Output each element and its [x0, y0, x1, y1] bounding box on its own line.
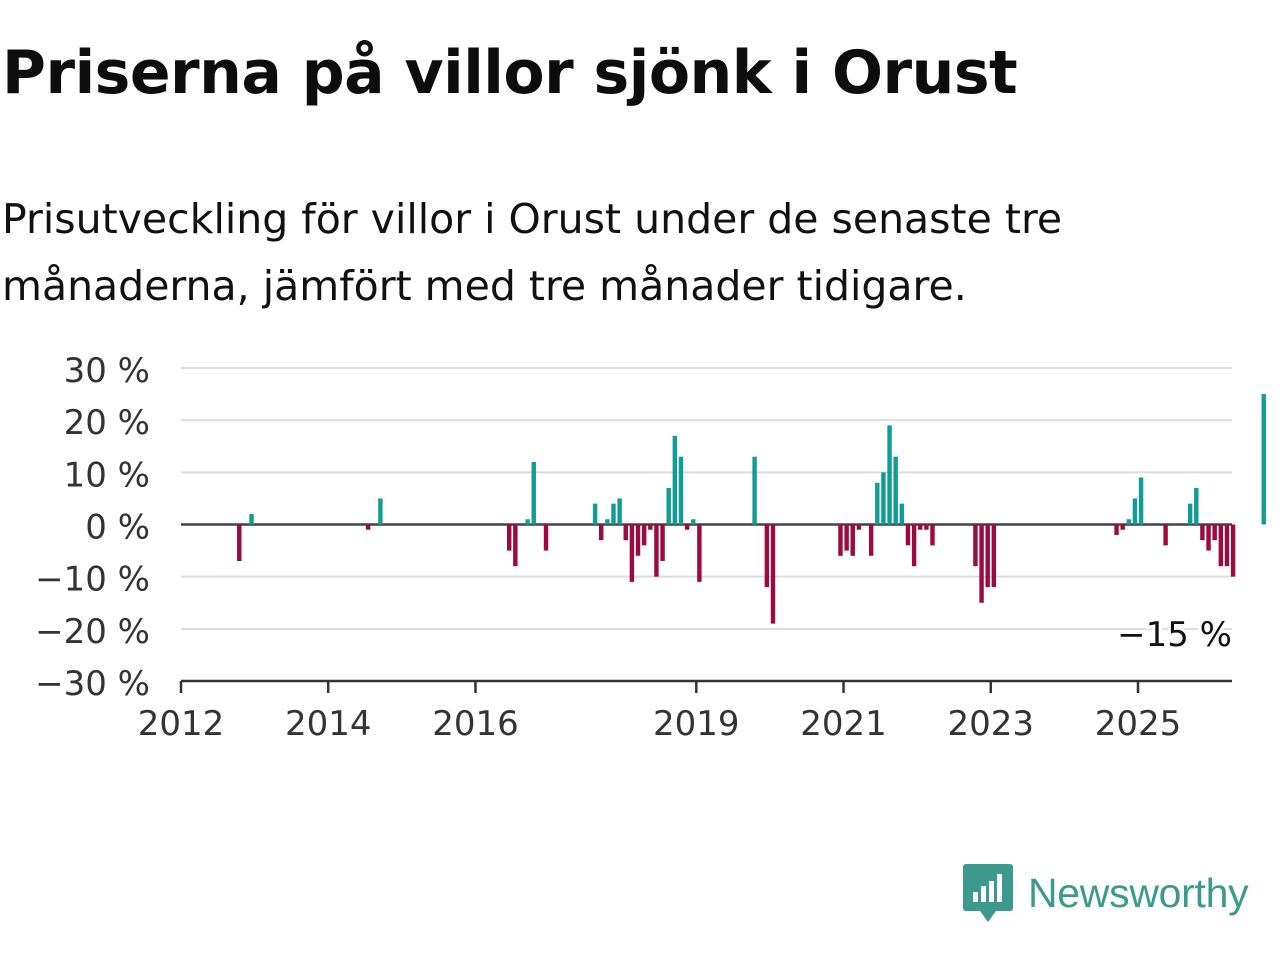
bar	[605, 519, 610, 525]
x-tick-label: 2025	[1095, 704, 1182, 744]
bar	[672, 435, 678, 525]
bar	[838, 524, 843, 556]
bar	[1132, 498, 1138, 525]
bar	[697, 524, 702, 582]
newsworthy-logo-icon	[963, 864, 1013, 922]
bar	[893, 456, 898, 525]
bar	[365, 524, 371, 530]
bar	[991, 524, 997, 588]
x-tick-label: 2023	[948, 704, 1035, 744]
bar	[868, 524, 874, 556]
bar	[764, 524, 770, 588]
last-value-label: −15 %	[1117, 615, 1232, 655]
bar	[599, 524, 604, 541]
y-tick-label: 0 %	[85, 508, 150, 548]
x-tick-label: 2014	[285, 704, 372, 744]
bar	[684, 524, 690, 530]
bar	[237, 524, 242, 562]
bar	[1138, 477, 1144, 525]
y-axis-labels: 30 % 20 % 10 % 0 % −10 % −20 % −30 %	[35, 351, 150, 704]
bar	[770, 524, 776, 624]
bar	[881, 472, 886, 525]
bar	[875, 482, 880, 525]
bar	[1163, 524, 1168, 546]
bar	[635, 524, 641, 556]
bar	[1218, 524, 1224, 567]
gridlines	[181, 367, 1232, 630]
bar	[525, 519, 530, 525]
bar	[506, 524, 512, 551]
bar	[543, 524, 549, 551]
bar	[985, 524, 990, 588]
bar	[513, 524, 518, 567]
y-tick-label: −20 %	[35, 612, 150, 652]
bar-chart: 30 %20 %10 %0 %−10 %−20 %−30 % 2012 2014 2…	[35, 351, 1266, 744]
x-tick-label: 2021	[800, 704, 887, 744]
y-tick-label: 20 %	[64, 403, 150, 443]
bar	[856, 524, 862, 530]
bar	[1224, 524, 1230, 567]
bar	[531, 461, 536, 525]
y-tick-label: −10 %	[35, 560, 150, 600]
bar	[629, 524, 635, 582]
bar	[623, 524, 628, 541]
bar	[924, 524, 929, 530]
bar	[1187, 503, 1193, 525]
bar	[1212, 524, 1217, 541]
bar	[1261, 394, 1266, 525]
bar	[1126, 519, 1132, 525]
bar	[1206, 524, 1211, 551]
bar	[660, 524, 665, 562]
bar	[887, 425, 892, 525]
brand-name: Newsworthy	[1028, 869, 1249, 916]
bar	[678, 456, 684, 525]
bar	[611, 503, 616, 525]
bar	[1230, 524, 1236, 577]
bar	[850, 524, 855, 556]
bar	[905, 524, 911, 546]
bar	[918, 524, 923, 530]
chart-subtitle: Prisutveckling för villor i Orust under …	[2, 195, 1063, 310]
bar	[654, 524, 659, 577]
bar	[973, 524, 978, 567]
y-tick-label: −30 %	[35, 664, 150, 704]
bar	[592, 503, 598, 525]
bar	[979, 524, 984, 603]
x-tick-label: 2019	[653, 704, 740, 744]
bar	[648, 524, 653, 530]
x-tick-label: 2016	[432, 704, 519, 744]
bar	[911, 524, 917, 567]
chart-title: Priserna på villor sjönk i Orust	[2, 38, 1018, 108]
bars	[237, 394, 1266, 624]
bar	[1194, 487, 1199, 525]
bar	[641, 524, 647, 546]
bar	[899, 503, 905, 525]
bar	[1120, 524, 1125, 530]
annotations: −15 %	[1114, 612, 1235, 658]
y-tick-label: 30 %	[64, 351, 150, 391]
bar	[666, 487, 671, 525]
x-tick-label: 2012	[138, 704, 225, 744]
bar	[844, 524, 849, 551]
bar	[617, 498, 622, 525]
brand-logo: Newsworthy	[962, 862, 1249, 924]
bar	[752, 456, 757, 525]
bar	[378, 498, 383, 525]
y-tick-label: 10 %	[64, 455, 150, 495]
bar	[1114, 524, 1119, 535]
bar	[691, 519, 696, 525]
bar	[249, 514, 254, 525]
x-axis: 2012 2014 2016 2019 2021 2023 2025	[138, 679, 1232, 744]
bar	[1200, 524, 1205, 541]
bar	[930, 524, 935, 546]
